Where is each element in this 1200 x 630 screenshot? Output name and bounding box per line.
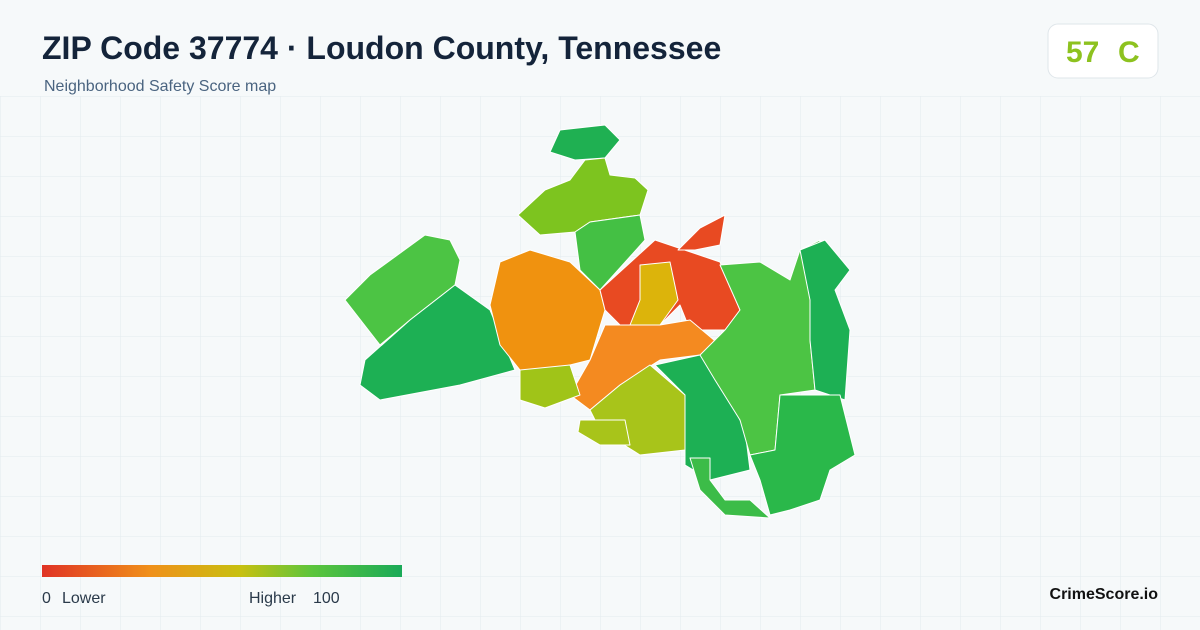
score-grade: C (1118, 36, 1140, 69)
score-value: 57 (1066, 36, 1099, 69)
region (677, 214, 726, 251)
score-badge (1047, 23, 1159, 79)
legend-max: 100 (313, 590, 340, 607)
legend-min-label: Lower (62, 590, 106, 607)
legend-gradient (42, 565, 402, 577)
region (689, 457, 771, 519)
region (569, 319, 721, 411)
region (577, 419, 631, 446)
subtitle: Neighborhood Safety Score map (44, 78, 276, 95)
region (574, 214, 646, 291)
region (519, 364, 581, 409)
brand: CrimeScore.io (1050, 586, 1159, 603)
title: ZIP Code 37774 · Loudon County, Tennesse… (42, 30, 721, 66)
region (799, 239, 851, 401)
legend-max-label: Higher (249, 590, 297, 607)
legend-min: 0 (42, 590, 51, 607)
map (344, 124, 856, 519)
region (749, 394, 856, 516)
